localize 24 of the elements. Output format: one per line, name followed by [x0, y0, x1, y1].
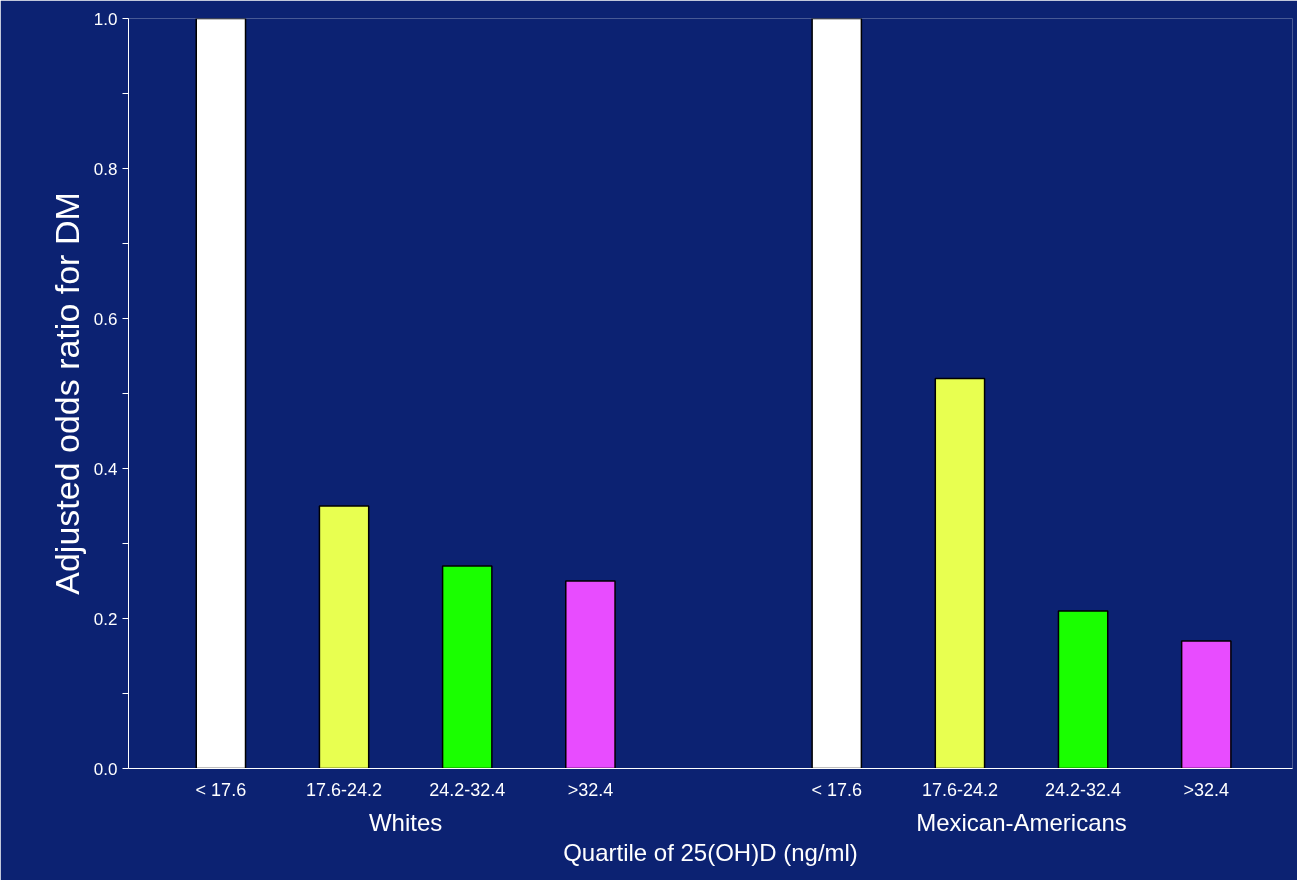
x-tick-label: < 17.6 [811, 779, 863, 800]
y-tick-label: 0.8 [93, 159, 118, 179]
x-tick-label: 24.2-32.4 [429, 779, 506, 800]
y-tick-label: 0.0 [93, 759, 118, 779]
x-tick-label: >32.4 [567, 779, 614, 800]
y-tick-label: 1.0 [93, 9, 118, 29]
text: Whites [368, 808, 443, 836]
x-tick-label: 24.2-32.4 [1045, 779, 1122, 800]
y-tick-label: 0.4 [93, 459, 118, 479]
x-tick-label: 17.6-24.2 [306, 779, 383, 800]
bar [318, 505, 370, 769]
bar [1057, 610, 1109, 769]
x-axis-title: Quartile of 25(OH)D (ng/ml) [563, 838, 858, 866]
y-axis-title: Adjusted odds ratio for DM [47, 192, 86, 595]
x-tick-label: < 17.6 [195, 779, 247, 800]
bar [441, 565, 493, 769]
y-tick-label: 0.6 [93, 309, 118, 329]
bar [1180, 640, 1232, 769]
y-tick-label: 0.2 [93, 609, 118, 629]
text: Mexican-Americans [916, 808, 1127, 836]
bar [934, 377, 986, 769]
bar [565, 580, 616, 769]
x-tick-label: >32.4 [1183, 779, 1230, 800]
x-tick-label: 17.6-24.2 [921, 779, 998, 800]
